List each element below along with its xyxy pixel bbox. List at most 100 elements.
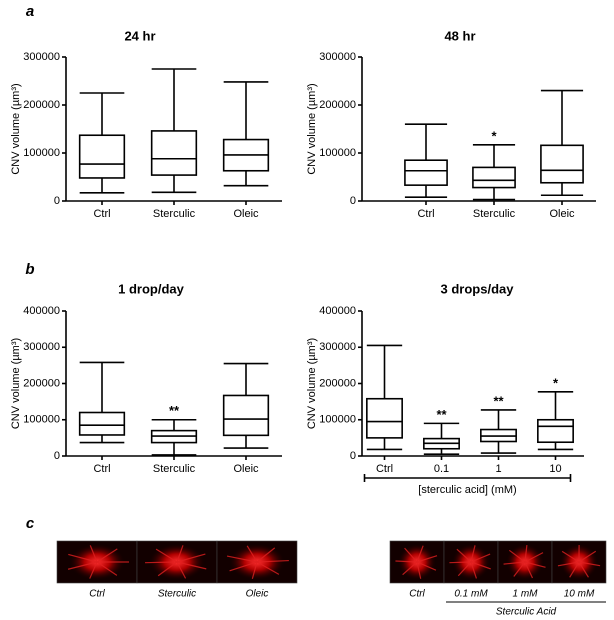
vessel bbox=[96, 561, 118, 576]
vessel bbox=[456, 548, 472, 563]
vessel bbox=[578, 561, 589, 578]
vessel bbox=[176, 561, 187, 579]
vessel bbox=[524, 561, 546, 568]
vessel bbox=[449, 561, 472, 564]
vessel bbox=[256, 559, 289, 563]
vessel bbox=[513, 561, 526, 577]
y-tick-label: 100000 bbox=[23, 414, 60, 426]
vessel bbox=[470, 561, 477, 579]
significance: ** bbox=[169, 403, 180, 418]
y-axis-label: CNV volume (µm³) bbox=[306, 83, 318, 174]
vessel bbox=[68, 553, 98, 563]
vessel bbox=[402, 561, 418, 576]
vessel bbox=[229, 561, 258, 572]
vessel bbox=[470, 545, 476, 563]
x-tick-label: Ctrl bbox=[93, 463, 110, 475]
box bbox=[472, 166, 516, 189]
vessel bbox=[145, 561, 178, 564]
x-tick-label: Sterculic bbox=[153, 208, 196, 220]
vessel bbox=[416, 561, 422, 579]
box bbox=[537, 418, 574, 444]
y-tick-label: 300000 bbox=[319, 341, 356, 353]
y-tick-label: 100000 bbox=[23, 147, 60, 159]
y-tick-label: 400000 bbox=[23, 305, 60, 317]
micrograph bbox=[389, 540, 445, 584]
micrograph bbox=[136, 540, 218, 584]
micrograph-caption: 10 mM bbox=[564, 589, 595, 600]
micrograph bbox=[443, 540, 499, 584]
significance: ** bbox=[436, 407, 447, 422]
group-label: Sterculic Acid bbox=[496, 607, 557, 618]
vessel bbox=[508, 549, 526, 563]
micrograph-caption: Oleic bbox=[246, 589, 269, 600]
y-tick-label: 400000 bbox=[319, 305, 356, 317]
vessel bbox=[67, 561, 98, 570]
significance: ** bbox=[493, 393, 504, 408]
y-tick-label: 100000 bbox=[319, 414, 356, 426]
vessel bbox=[176, 553, 206, 563]
vessel bbox=[524, 561, 534, 579]
x-tick-label: 1 bbox=[495, 463, 501, 475]
vessel bbox=[155, 548, 178, 563]
x-tick-label: Sterculic bbox=[473, 208, 516, 220]
box bbox=[404, 159, 448, 186]
x-tick-label: Oleic bbox=[233, 463, 259, 475]
chart-title: 3 drops/day bbox=[441, 281, 515, 296]
micrograph-caption: Ctrl bbox=[409, 589, 425, 600]
vessel bbox=[251, 561, 258, 579]
vessel bbox=[524, 552, 544, 563]
micrograph bbox=[216, 540, 298, 584]
vessel bbox=[416, 561, 437, 571]
micrograph-caption: 1 mM bbox=[513, 589, 539, 600]
vessel bbox=[557, 561, 580, 567]
bracket-label: [sterculic acid] (mM) bbox=[418, 484, 516, 496]
vessel bbox=[226, 555, 258, 563]
micrograph bbox=[56, 540, 138, 584]
vessel bbox=[256, 561, 280, 575]
vessel bbox=[416, 545, 424, 563]
vessel bbox=[246, 545, 258, 563]
y-tick-label: 200000 bbox=[23, 99, 60, 111]
vessel bbox=[404, 547, 418, 563]
vessel bbox=[176, 561, 207, 570]
vessel bbox=[256, 547, 276, 563]
vessel bbox=[416, 555, 438, 563]
panel-label: b bbox=[25, 261, 34, 278]
vessel bbox=[457, 561, 472, 577]
micrograph bbox=[497, 540, 553, 584]
vessel bbox=[578, 550, 597, 563]
box bbox=[366, 397, 403, 439]
x-tick-label: Oleic bbox=[549, 208, 575, 220]
box bbox=[78, 134, 126, 179]
vessel bbox=[157, 561, 178, 577]
chart-title: 48 hr bbox=[444, 28, 475, 43]
vessel bbox=[176, 545, 184, 563]
y-tick-label: 300000 bbox=[23, 51, 60, 63]
y-axis-label: CNV volume (µm³) bbox=[10, 83, 22, 174]
box bbox=[540, 144, 584, 184]
y-axis-label: CNV volume (µm³) bbox=[306, 338, 318, 429]
y-tick-label: 300000 bbox=[23, 341, 60, 353]
vessel bbox=[89, 561, 98, 579]
vessel bbox=[569, 561, 580, 578]
box bbox=[222, 394, 270, 437]
y-axis-label: CNV volume (µm³) bbox=[10, 338, 22, 429]
vessel bbox=[96, 548, 118, 563]
x-tick-label: Ctrl bbox=[376, 463, 393, 475]
y-tick-label: 0 bbox=[54, 195, 60, 207]
x-tick-label: Oleic bbox=[233, 208, 259, 220]
vessel bbox=[503, 561, 526, 565]
vessel bbox=[561, 550, 580, 563]
micrograph-caption: Sterculic bbox=[158, 589, 196, 600]
y-tick-label: 200000 bbox=[23, 377, 60, 389]
vessel bbox=[470, 561, 491, 570]
y-tick-label: 300000 bbox=[319, 51, 356, 63]
micrograph-caption: 0.1 mM bbox=[454, 589, 488, 600]
x-tick-label: 0.1 bbox=[434, 463, 449, 475]
vessel bbox=[470, 553, 491, 563]
vessel bbox=[524, 544, 528, 563]
x-tick-label: Ctrl bbox=[417, 208, 434, 220]
chart-title: 1 drop/day bbox=[118, 281, 185, 296]
box bbox=[150, 130, 198, 176]
